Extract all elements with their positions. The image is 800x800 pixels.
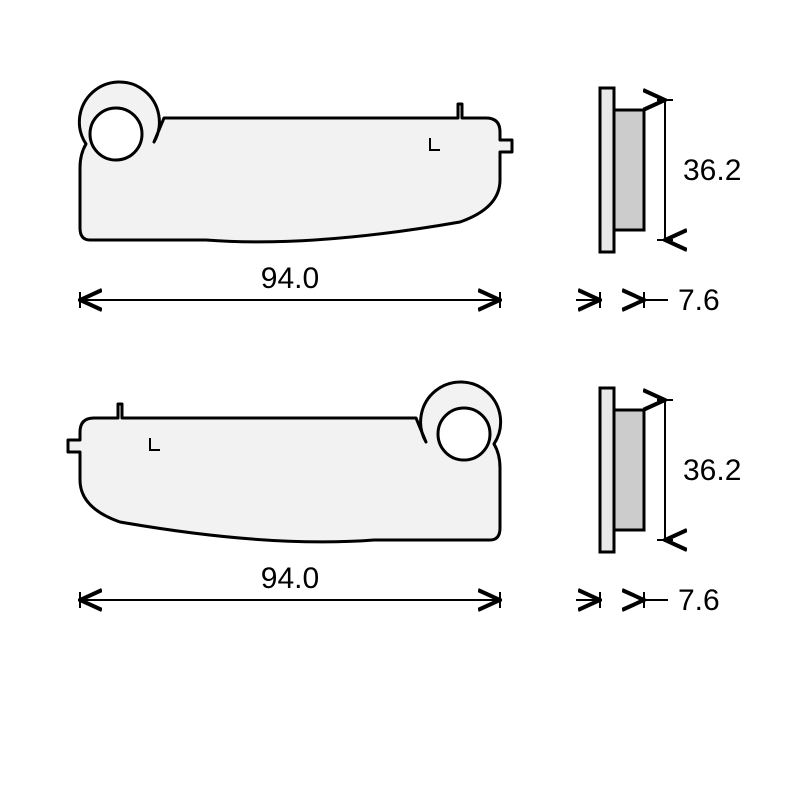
side-friction (614, 410, 644, 530)
dim-width-label: 94.0 (261, 562, 319, 595)
dim-height-label: 36.2 (683, 154, 741, 187)
side-backplate (600, 388, 614, 552)
brake-pad-outline (79, 82, 512, 242)
side-backplate (600, 88, 614, 252)
dim-width-label: 94.0 (261, 262, 319, 295)
mounting-hole (90, 108, 142, 160)
technical-drawing: 94.0 36.2 7.6 94.0 36.2 7.6 (0, 0, 800, 800)
side-friction (614, 110, 644, 230)
brake-pad-outline (68, 382, 501, 542)
dim-thickness-label: 7.6 (678, 584, 720, 617)
dim-thickness-label: 7.6 (678, 284, 720, 317)
mounting-hole (438, 408, 490, 460)
dim-height-label: 36.2 (683, 454, 741, 487)
